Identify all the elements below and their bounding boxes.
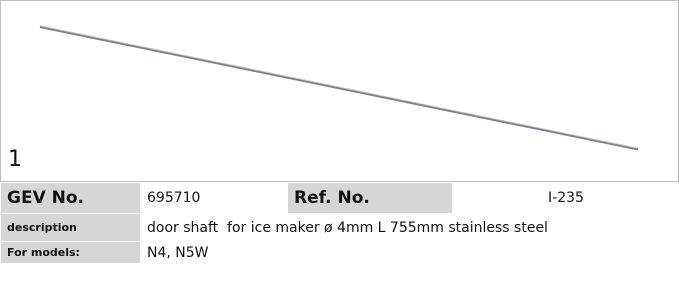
rod-illustration: [1, 1, 678, 181]
value-cell: door shaft for ice maker ø 4mm L 755mm s…: [141, 214, 679, 242]
label-cell: description: [1, 214, 141, 242]
spec-row: GEV No. 695710 Ref. No. I-235: [1, 183, 679, 214]
spec-row: For models: N4, N5W: [1, 242, 679, 264]
label-cell: For models:: [1, 242, 141, 264]
label-cell: Ref. No.: [288, 183, 453, 214]
value-cell: N4, N5W: [141, 242, 679, 264]
spec-row: description door shaft for ice maker ø 4…: [1, 214, 679, 242]
spec-table: GEV No. 695710 Ref. No. I-235 descriptio…: [0, 182, 679, 264]
value-cell: I-235: [453, 183, 679, 214]
product-card: 1 GEV No. 695710 Ref. No. I-235 descript…: [0, 0, 679, 284]
photo-number: 1: [8, 147, 22, 172]
value-cell: 695710: [141, 183, 288, 214]
rod-highlight: [41, 26, 637, 148]
rod: [41, 27, 637, 149]
label-cell: GEV No.: [1, 183, 141, 214]
product-photo: 1: [0, 0, 679, 182]
